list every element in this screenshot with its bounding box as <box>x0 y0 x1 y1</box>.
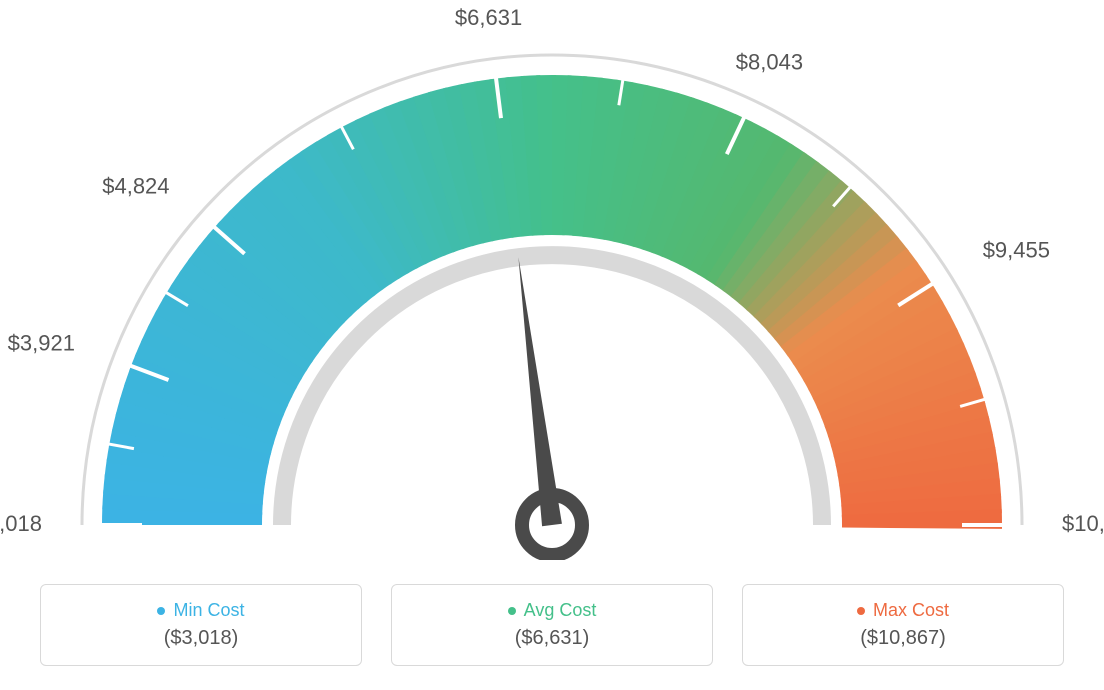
legend-label-min: Min Cost <box>157 600 244 621</box>
legend-card-min: Min Cost ($3,018) <box>40 584 362 666</box>
gauge-needle <box>518 257 561 526</box>
legend-label-text-max: Max Cost <box>873 600 949 621</box>
gauge-chart: $3,018 $3,921 $4,824 $6,631 $8,043 $9,455 $10,… <box>0 0 1104 560</box>
legend-label-max: Max Cost <box>857 600 949 621</box>
legend-label-text-min: Min Cost <box>173 600 244 621</box>
legend-value-avg: ($6,631) <box>515 627 590 650</box>
legend-value-min: ($3,018) <box>164 627 239 650</box>
gauge-label: $10,867 <box>1062 511 1104 536</box>
legend-row: Min Cost ($3,018) Avg Cost ($6,631) Max … <box>0 560 1104 690</box>
legend-value-max: ($10,867) <box>860 627 946 650</box>
gauge-label: $3,921 <box>8 330 75 355</box>
legend-dot-max <box>857 607 865 615</box>
gauge-label: $4,824 <box>102 173 169 198</box>
gauge-svg: $3,018 $3,921 $4,824 $6,631 $8,043 $9,455 $10,… <box>0 0 1104 560</box>
legend-card-avg: Avg Cost ($6,631) <box>391 584 713 666</box>
gauge-label: $3,018 <box>0 511 42 536</box>
gauge-label: $8,043 <box>736 49 803 74</box>
legend-label-avg: Avg Cost <box>508 600 597 621</box>
legend-label-text-avg: Avg Cost <box>524 600 597 621</box>
gauge-label: $9,455 <box>983 238 1050 263</box>
legend-dot-min <box>157 607 165 615</box>
gauge-label: $6,631 <box>455 5 522 30</box>
legend-card-max: Max Cost ($10,867) <box>742 584 1064 666</box>
legend-dot-avg <box>508 607 516 615</box>
gauge-band <box>102 75 1002 529</box>
